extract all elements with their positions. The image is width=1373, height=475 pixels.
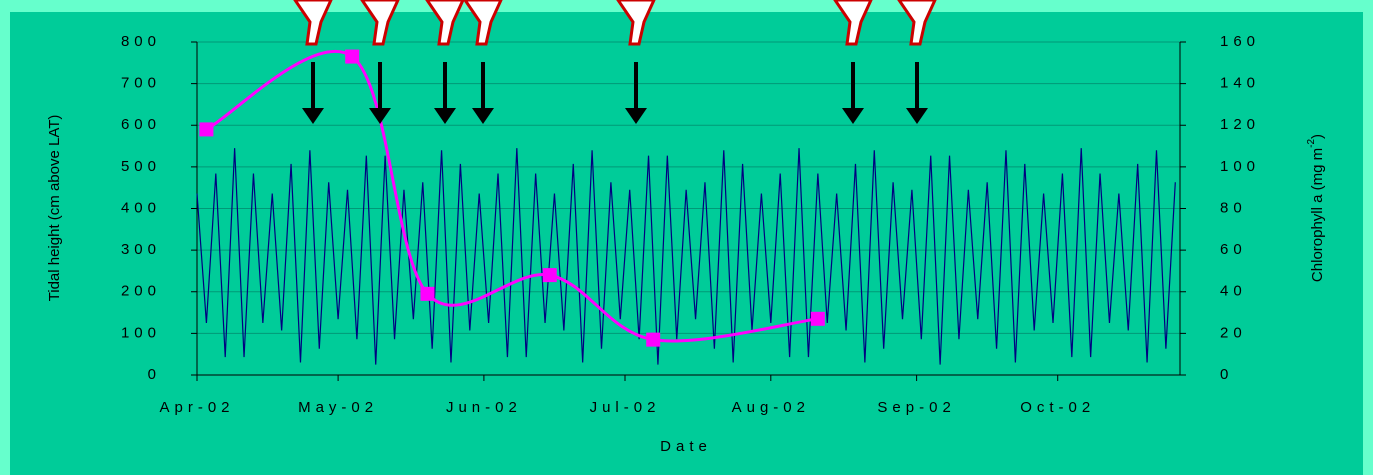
event-icon xyxy=(293,0,333,46)
chlorophyll-marker xyxy=(810,311,825,326)
x-tick-label: Oct-02 xyxy=(1020,399,1095,416)
x-tick-label: May-02 xyxy=(298,399,378,416)
event-arrowhead xyxy=(434,108,456,124)
x-tick-label: Jun-02 xyxy=(446,399,522,416)
event-icon xyxy=(897,0,937,46)
y2-tick-label: 100 xyxy=(1220,158,1260,175)
event-icon xyxy=(616,0,656,46)
event-arrowhead xyxy=(472,108,494,124)
y2-tick-label: 120 xyxy=(1220,116,1260,133)
x-tick-label: Aug-02 xyxy=(732,399,810,416)
x-axis-title: Date xyxy=(660,438,712,455)
y-tick-label: 800 xyxy=(121,33,161,50)
chlorophyll-marker xyxy=(646,332,661,347)
event-arrowhead xyxy=(842,108,864,124)
y-tick-label: 400 xyxy=(121,199,161,216)
y2-tick-label: 20 xyxy=(1220,324,1247,341)
x-tick-label: Apr-02 xyxy=(159,399,234,416)
y2-axis-title: Chlorophyll a (mg m-2) xyxy=(1306,134,1326,282)
panel xyxy=(10,12,1363,475)
chlorophyll-line xyxy=(205,49,819,343)
y2-title-text: Chlorophyll a (mg m xyxy=(1309,148,1326,282)
event-arrowhead xyxy=(302,108,324,124)
y2-tick-label: 140 xyxy=(1220,75,1260,92)
y2-tick-label: 80 xyxy=(1220,199,1247,216)
chlorophyll-marker xyxy=(420,286,435,301)
event-icon xyxy=(463,0,503,46)
y-tick-label: 300 xyxy=(121,241,161,258)
chlorophyll-marker xyxy=(345,49,360,64)
y2-title-end: ) xyxy=(1309,134,1326,139)
event-arrowhead xyxy=(625,108,647,124)
event-markers xyxy=(293,0,937,124)
y-axis-title: Tidal height (cm above LAT) xyxy=(46,115,63,302)
y-tick-label: 0 xyxy=(148,366,161,383)
y-tick-label: 100 xyxy=(121,324,161,341)
y-tick-label: 600 xyxy=(121,116,161,133)
event-icon xyxy=(833,0,873,46)
chlorophyll-marker xyxy=(542,268,557,283)
event-arrowhead xyxy=(906,108,928,124)
event-icon xyxy=(425,0,465,46)
plot-area: 0 100 200 300 400 500 600 700 800 0 20 40 60 80 100 120… xyxy=(121,33,1260,416)
event-icon xyxy=(360,0,400,46)
event-arrowhead xyxy=(369,108,391,124)
y2-title-sup: -2 xyxy=(1306,139,1317,148)
chlorophyll-marker xyxy=(199,122,214,137)
y-tick-label: 700 xyxy=(121,75,161,92)
y2-tick-label: 160 xyxy=(1220,33,1260,50)
x-tick-label: Sep-02 xyxy=(877,399,955,416)
y2-tick-label: 0 xyxy=(1220,366,1233,383)
y-tick-label: 500 xyxy=(121,158,161,175)
y2-tick-label: 40 xyxy=(1220,283,1247,300)
y-tick-label: 200 xyxy=(121,283,161,300)
y2-tick-label: 60 xyxy=(1220,241,1247,258)
x-tick-label: Jul-02 xyxy=(590,399,661,416)
tidal-line xyxy=(196,148,1176,365)
